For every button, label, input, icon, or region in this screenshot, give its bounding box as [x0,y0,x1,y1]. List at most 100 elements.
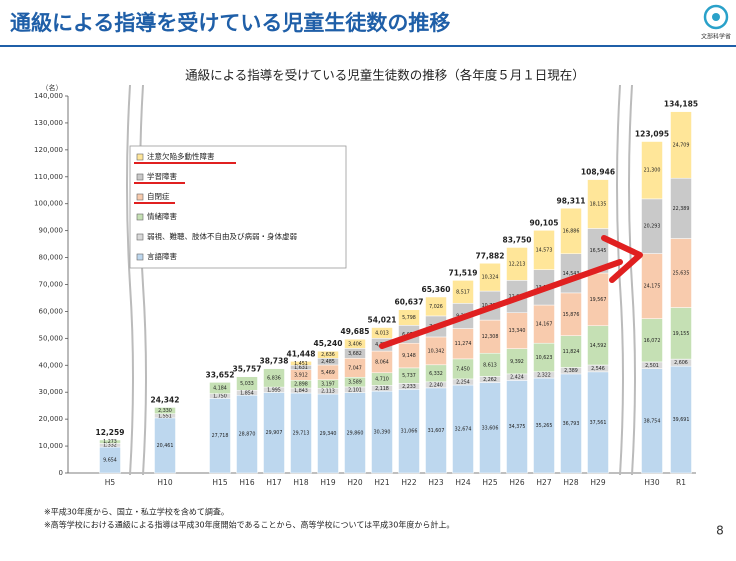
total-label: 71,519 [449,268,478,277]
total-label: 65,360 [422,285,451,294]
total-label: 49,685 [341,327,370,336]
segment-label: 2,262 [483,377,497,383]
trend-arrow [379,259,623,349]
bar-segment [560,208,582,254]
page-number: 8 [716,524,724,538]
segment-label: 12,308 [482,334,499,340]
x-tick-label: H15 [212,478,227,487]
bar-segment [99,439,121,444]
segment-label: 2,501 [645,363,659,369]
segment-label: 32,674 [455,427,472,433]
segment-label: 18,135 [590,202,607,208]
y-tick-label: 130,000 [34,119,63,127]
slide-title: 通級による指導を受けている児童生徒数の推移 [10,11,450,35]
segment-label: 24,709 [673,142,690,148]
x-tick-label: H17 [266,478,281,487]
segment-label: 1,631 [294,365,308,371]
segment-label: 1,273 [103,439,117,445]
segment-label: 14,573 [536,247,553,253]
segment-label: 36,793 [563,421,580,427]
segment-label: 29,907 [266,430,283,436]
total-label: 45,240 [314,339,343,348]
legend-swatch [136,173,144,181]
segment-label: 1,451 [294,361,308,367]
segment-label: 16,886 [563,228,580,234]
segment-label: 7,450 [456,366,470,372]
segment-label: 14,592 [590,343,607,349]
segment-label: 14,167 [536,322,553,328]
bar-segment [290,361,312,366]
segment-label: 20,293 [644,224,661,230]
legend-swatch [136,253,144,261]
segment-label: 1,750 [213,394,227,400]
segment-label: 7,026 [429,304,443,310]
segment-label: 9,392 [510,359,524,365]
legend-label: 言語障害 [147,251,177,261]
segment-label: 22,389 [673,206,690,212]
y-tick-label: 100,000 [34,200,63,208]
segment-label: 10,342 [428,348,445,354]
bar-segment [425,296,447,317]
segment-label: 29,340 [320,431,337,437]
segment-label: 5,737 [402,373,416,379]
segment-label: 8,064 [375,359,389,365]
segment-label: 2,233 [402,384,416,390]
y-tick-label: 10,000 [39,442,64,450]
bar-segment [533,230,555,270]
bar-segment [398,309,420,326]
segment-label: 3,589 [348,380,362,386]
segment-label: 24,175 [644,284,661,290]
total-label: 24,342 [151,395,180,404]
segment-label: 2,389 [564,368,578,374]
bar-segment [154,407,176,414]
footnote: ※高等学校における通級による指導は平成30年度開始であることから、高等学校につい… [44,520,454,530]
legend-swatch [136,153,144,161]
total-label: 60,637 [395,298,424,307]
bar-segment [641,141,663,200]
y-tick-label: 90,000 [39,227,64,235]
segment-label: 31,607 [428,428,445,434]
segment-label: 2,330 [158,408,172,414]
segment-label: 1,854 [240,390,254,396]
segment-label: 28,870 [239,432,256,438]
total-label: 123,095 [635,130,669,139]
bar-segment [371,327,393,339]
segment-label: 13,340 [509,328,526,334]
legend-swatch [136,233,144,241]
x-tick-label: H22 [401,478,416,487]
bar-segment [670,111,692,179]
bar-segment [479,263,501,292]
segment-label: 5,798 [402,315,416,321]
y-tick-label: 30,000 [39,388,64,396]
bar-segment [209,382,231,394]
segment-label: 7,047 [348,365,362,371]
x-tick-label: H18 [293,478,308,487]
x-tick-label: H10 [157,478,172,487]
total-label: 54,021 [368,316,397,325]
y-tick-label: 110,000 [34,173,63,181]
segment-label: 19,155 [673,331,690,337]
segment-label: 4,184 [213,386,227,392]
segment-label: 31,066 [401,429,418,435]
segment-label: 1,551 [158,413,172,419]
segment-label: 34,375 [509,424,526,430]
segment-label: 2,254 [456,379,470,385]
segment-label: 16,545 [590,248,607,254]
segment-label: 2,240 [429,382,443,388]
segment-label: 19,567 [590,297,607,303]
segment-label: 37,561 [590,420,607,426]
x-tick-label: H20 [347,478,362,487]
segment-label: 3,197 [321,381,335,387]
segment-label: 29,860 [347,430,364,436]
y-unit: （名） [42,83,63,92]
bar-segment [236,376,258,391]
segment-label: 2,424 [510,375,524,381]
segment-label: 2,322 [537,372,551,378]
x-tick-label: H25 [482,478,497,487]
legend-label: 学習障害 [147,171,177,181]
segment-label: 6,332 [429,371,443,377]
segment-label: 35,265 [536,423,553,429]
segment-label: 2,101 [348,387,362,393]
legend-label: 情緒障害 [147,211,177,221]
